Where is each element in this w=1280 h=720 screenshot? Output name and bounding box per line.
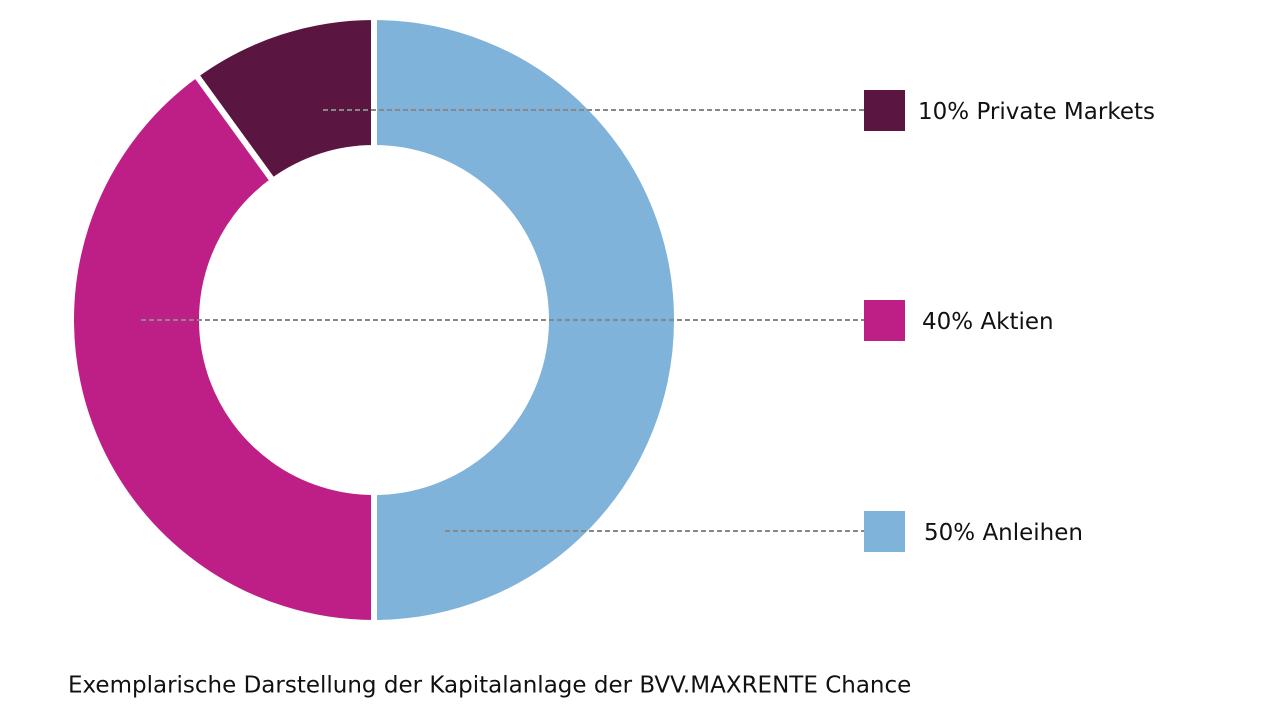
legend-category: Private Markets xyxy=(976,99,1155,125)
legend-value: 10% xyxy=(918,99,969,125)
legend-label: 40% Aktien xyxy=(922,309,1054,335)
legend-swatch xyxy=(864,511,905,552)
legend-value: 50% xyxy=(924,520,975,546)
legend-label: 10% Private Markets xyxy=(918,99,1155,125)
donut-segment xyxy=(68,70,377,627)
legend-category: Anleihen xyxy=(982,520,1083,546)
legend-category: Aktien xyxy=(980,309,1053,335)
legend-swatch xyxy=(864,90,905,131)
legend-value: 40% xyxy=(922,309,973,335)
legend-label: 50% Anleihen xyxy=(924,520,1083,546)
chart-title: Exemplarische Darstellung der Kapitalanl… xyxy=(68,673,911,699)
donut-segment xyxy=(371,13,680,627)
legend-swatch xyxy=(864,300,905,341)
